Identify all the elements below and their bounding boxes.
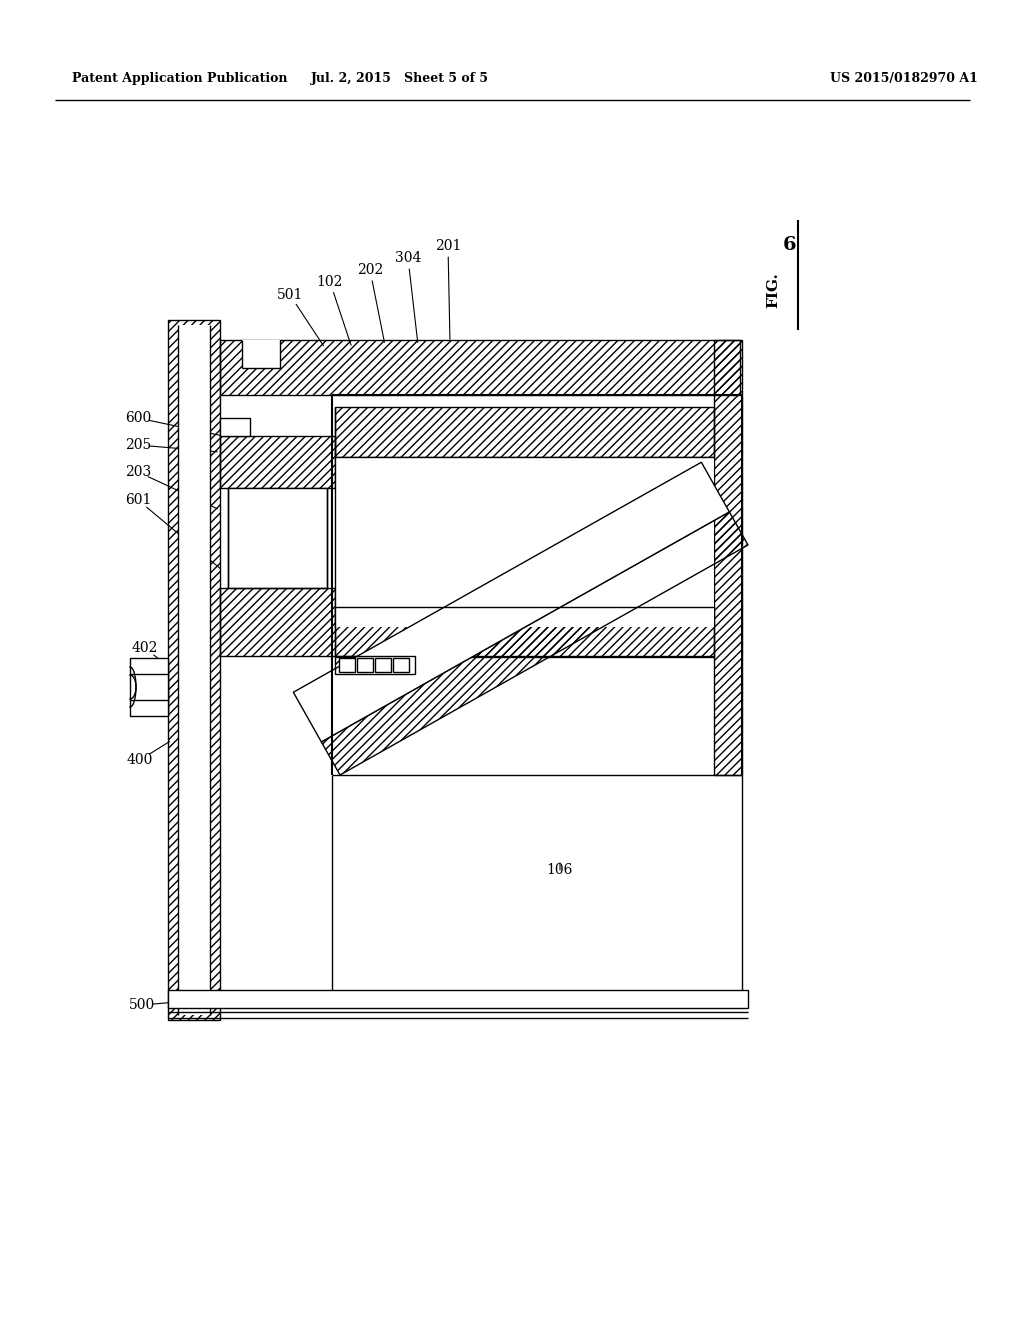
Text: 6: 6 bbox=[783, 236, 797, 253]
Bar bbox=[335, 656, 415, 675]
Bar bbox=[242, 341, 280, 368]
Bar bbox=[335, 457, 714, 627]
Text: FIG.: FIG. bbox=[766, 272, 780, 308]
Bar bbox=[335, 407, 714, 457]
Text: 201: 201 bbox=[435, 239, 461, 253]
Polygon shape bbox=[293, 462, 729, 742]
Bar bbox=[335, 607, 714, 657]
Text: 601: 601 bbox=[125, 492, 152, 507]
Text: 500: 500 bbox=[129, 998, 155, 1012]
Text: 205: 205 bbox=[125, 438, 152, 451]
Bar bbox=[375, 657, 391, 672]
Bar bbox=[714, 341, 742, 775]
Text: 400: 400 bbox=[127, 752, 154, 767]
Text: 106: 106 bbox=[547, 863, 573, 876]
Text: 600: 600 bbox=[125, 411, 152, 425]
Bar bbox=[714, 341, 742, 775]
Bar bbox=[220, 436, 335, 488]
Text: Patent Application Publication: Patent Application Publication bbox=[72, 73, 288, 84]
Text: 202: 202 bbox=[357, 263, 383, 277]
Text: 102: 102 bbox=[316, 275, 343, 289]
Bar bbox=[220, 341, 740, 395]
Text: 203: 203 bbox=[125, 465, 152, 479]
Bar bbox=[130, 657, 168, 715]
Bar bbox=[335, 656, 415, 675]
Bar bbox=[335, 607, 714, 657]
Text: 304: 304 bbox=[395, 251, 421, 265]
Bar bbox=[393, 657, 409, 672]
Bar bbox=[220, 341, 740, 395]
Bar bbox=[220, 587, 335, 656]
Text: 204: 204 bbox=[517, 533, 543, 546]
Bar bbox=[220, 418, 250, 436]
Bar bbox=[168, 319, 220, 1020]
Bar bbox=[335, 407, 714, 457]
Bar bbox=[168, 990, 748, 1008]
Text: 402: 402 bbox=[132, 642, 158, 655]
Bar bbox=[339, 657, 355, 672]
Bar bbox=[357, 657, 373, 672]
Bar bbox=[168, 319, 220, 1020]
Bar bbox=[220, 436, 335, 488]
Text: Jul. 2, 2015   Sheet 5 of 5: Jul. 2, 2015 Sheet 5 of 5 bbox=[311, 73, 489, 84]
Text: 303: 303 bbox=[507, 593, 534, 607]
Text: 501: 501 bbox=[276, 288, 303, 302]
Bar bbox=[228, 488, 327, 587]
Bar bbox=[220, 587, 335, 656]
Text: US 2015/0182970 A1: US 2015/0182970 A1 bbox=[830, 73, 978, 84]
Bar bbox=[178, 325, 210, 1015]
Text: 101: 101 bbox=[647, 545, 673, 558]
